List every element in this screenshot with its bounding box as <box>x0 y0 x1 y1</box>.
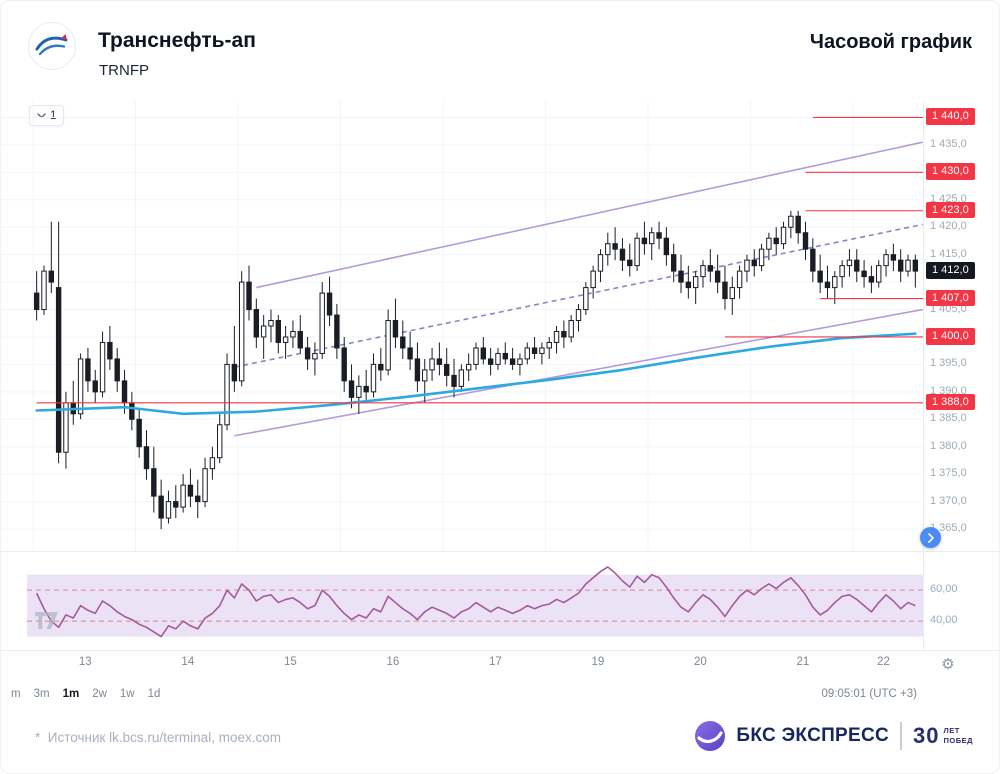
anniversary-line1: ЛЕТ <box>943 726 960 736</box>
price-axis-separator <box>923 101 924 650</box>
interval-selector[interactable]: 1 <box>29 105 65 126</box>
date-label: 21 <box>796 656 810 668</box>
date-label: 17 <box>488 656 502 668</box>
date-label: 19 <box>591 656 605 668</box>
anniversary-line2: ПОБЕД <box>943 736 973 745</box>
instrument-ticker: TRNFP <box>99 62 149 79</box>
timeframe-toolbar: m 3m 1m 2w 1w 1d <box>11 688 160 700</box>
source-text: Источник lk.bcs.ru/terminal, moex.com <box>47 730 281 745</box>
date-label: 20 <box>693 656 707 668</box>
pane-separator[interactable] <box>1 551 999 552</box>
source-asterisk: * <box>35 730 41 745</box>
timeframe-m[interactable]: m <box>11 688 21 700</box>
interval-value: 1 <box>50 109 57 122</box>
date-label: 22 <box>877 656 890 668</box>
gear-icon[interactable]: ⚙ <box>941 656 955 673</box>
timeframe-3m[interactable]: 3m <box>33 688 50 700</box>
brand-divider <box>900 722 903 750</box>
bcs-brand-block: БКС ЭКСПРЕСС 30 ЛЕТ ПОБЕД <box>695 721 973 751</box>
anniversary-number: 30 <box>913 723 940 748</box>
rsi-indicator-canvas[interactable] <box>1 553 1000 649</box>
chart-period-title: Часовой график <box>809 31 972 53</box>
bcs-brand-name: БКС ЭКСПРЕСС <box>736 725 890 746</box>
date-label: 13 <box>78 656 92 668</box>
date-label: 16 <box>386 656 400 668</box>
tradingview-logo-icon <box>34 611 59 635</box>
bcs-logo-icon <box>695 721 726 751</box>
date-label: 14 <box>181 656 195 668</box>
timeframe-1m[interactable]: 1m <box>62 688 80 700</box>
chevron-right-icon <box>927 532 934 543</box>
time-axis[interactable]: 13 14 15 16 17 19 20 21 22 <box>1 656 923 672</box>
date-label: 15 <box>283 656 297 668</box>
transneft-logo-icon <box>35 34 68 56</box>
clock-label: 09:05:01 (UTC +3) <box>821 688 917 700</box>
main-chart-canvas[interactable] <box>1 101 1000 551</box>
scroll-to-latest-button[interactable] <box>920 527 941 548</box>
instrument-title: Транснефть-ап <box>98 29 256 52</box>
timeframe-1w[interactable]: 1w <box>119 688 135 700</box>
transneft-logo <box>28 22 76 70</box>
anniversary-logo: 30 ЛЕТ ПОБЕД <box>913 723 973 749</box>
timeframe-1d[interactable]: 1d <box>147 688 161 700</box>
timeframe-2w[interactable]: 2w <box>92 688 107 700</box>
pane-separator <box>1 650 999 651</box>
source-note: * Источник lk.bcs.ru/terminal, moex.com <box>35 730 281 745</box>
